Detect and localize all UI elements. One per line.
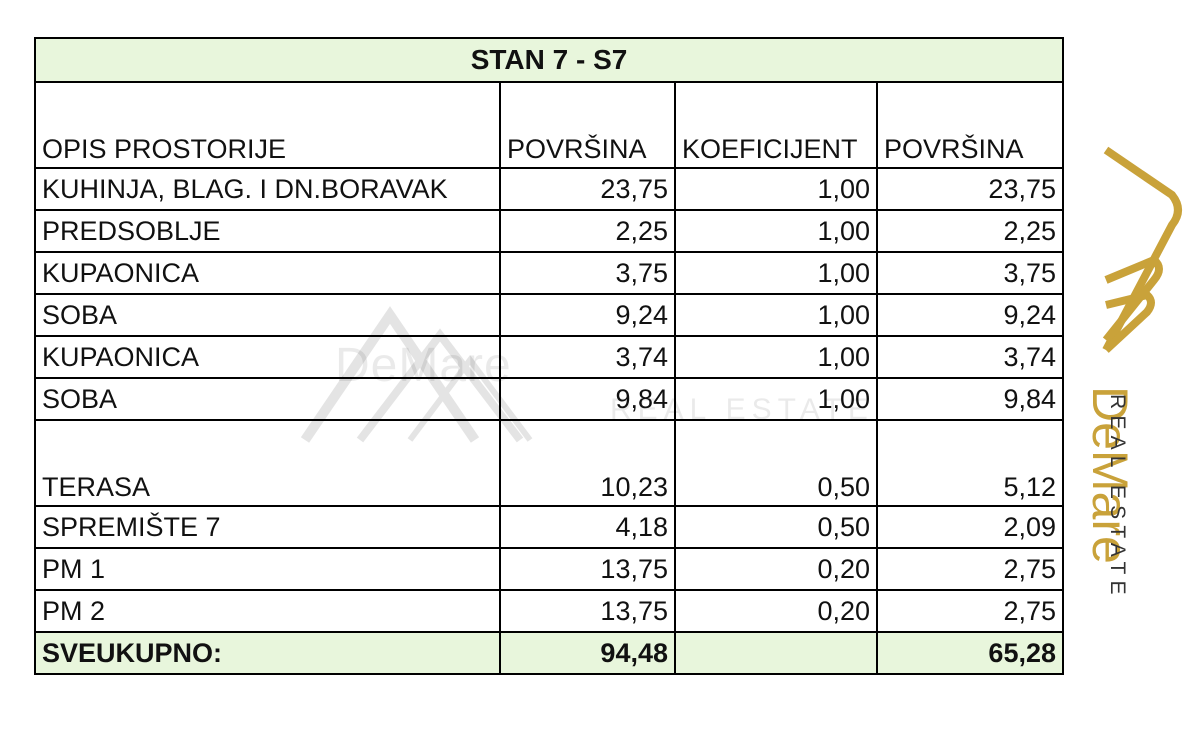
room-area: 13,75 (499, 589, 676, 633)
room-weighted-area: 2,75 (876, 547, 1064, 591)
table-row: SOBA 9,84 1,00 9,84 (34, 377, 1064, 421)
header-weighted-area: POVRŠINA (876, 81, 1064, 169)
room-area: 3,75 (499, 251, 676, 295)
room-area: 3,74 (499, 335, 676, 379)
room-name: KUHINJA, BLAG. I DN.BORAVAK (34, 167, 501, 211)
table-row: PREDSOBLJE 2,25 1,00 2,25 (34, 209, 1064, 253)
room-coefficient: 1,00 (674, 209, 878, 253)
demare-logo-icon (1102, 146, 1182, 353)
table-row: PM 2 13,75 0,20 2,75 (34, 589, 1064, 633)
room-name: PM 2 (34, 589, 501, 633)
room-name: PM 1 (34, 547, 501, 591)
table-row: SOBA 9,24 1,00 9,24 (34, 293, 1064, 337)
room-coefficient: 1,00 (674, 377, 878, 421)
table-row: PM 1 13,75 0,20 2,75 (34, 547, 1064, 591)
total-label: SVEUKUPNO: (34, 631, 501, 675)
room-coefficient: 0,20 (674, 589, 878, 633)
room-name: PREDSOBLJE (34, 209, 501, 253)
total-coefficient (674, 631, 878, 675)
room-weighted-area: 9,84 (876, 377, 1064, 421)
room-name: SOBA (34, 377, 501, 421)
room-weighted-area: 2,09 (876, 505, 1064, 549)
room-weighted-area: 2,75 (876, 589, 1064, 633)
room-area: 23,75 (499, 167, 676, 211)
table-row: KUPAONICA 3,75 1,00 3,75 (34, 251, 1064, 295)
room-coefficient: 0,50 (674, 505, 878, 549)
room-name: SOBA (34, 293, 501, 337)
total-area: 94,48 (499, 631, 676, 675)
room-coefficient: 1,00 (674, 167, 878, 211)
brand-sub: REAL ESTATE (1106, 394, 1129, 601)
room-coefficient: 1,00 (674, 251, 878, 295)
room-name: KUPAONICA (34, 335, 501, 379)
table-title-row: STAN 7 - S7 (34, 37, 1064, 83)
room-name: SPREMIŠTE 7 (34, 505, 501, 549)
table-row: KUPAONICA 3,74 1,00 3,74 (34, 335, 1064, 379)
room-weighted-area: 9,24 (876, 293, 1064, 337)
header-coefficient: KOEFICIJENT (674, 81, 878, 169)
room-weighted-area: 23,75 (876, 167, 1064, 211)
room-weighted-area: 3,74 (876, 335, 1064, 379)
apartment-area-table: STAN 7 - S7 OPIS PROSTORIJE POVRŠINA KOE… (34, 37, 1064, 675)
room-coefficient: 1,00 (674, 293, 878, 337)
room-weighted-area: 2,25 (876, 209, 1064, 253)
room-coefficient: 0,20 (674, 547, 878, 591)
table-row: TERASA 10,23 0,50 5,12 (34, 419, 1064, 507)
table-row: SPREMIŠTE 7 4,18 0,50 2,09 (34, 505, 1064, 549)
header-room: OPIS PROSTORIJE (34, 81, 501, 169)
room-area: 10,23 (499, 419, 676, 507)
room-name: TERASA (34, 419, 501, 507)
total-weighted-area: 65,28 (876, 631, 1064, 675)
room-area: 4,18 (499, 505, 676, 549)
table-header-row: OPIS PROSTORIJE POVRŠINA KOEFICIJENT POV… (34, 81, 1064, 169)
room-weighted-area: 5,12 (876, 419, 1064, 507)
room-area: 2,25 (499, 209, 676, 253)
room-coefficient: 1,00 (674, 335, 878, 379)
room-weighted-area: 3,75 (876, 251, 1064, 295)
header-area: POVRŠINA (499, 81, 676, 169)
table-row: KUHINJA, BLAG. I DN.BORAVAK 23,75 1,00 2… (34, 167, 1064, 211)
room-area: 9,24 (499, 293, 676, 337)
room-area: 9,84 (499, 377, 676, 421)
room-area: 13,75 (499, 547, 676, 591)
table-total-row: SVEUKUPNO: 94,48 65,28 (34, 631, 1064, 675)
table-title: STAN 7 - S7 (34, 37, 1064, 83)
room-name: KUPAONICA (34, 251, 501, 295)
room-coefficient: 0,50 (674, 419, 878, 507)
